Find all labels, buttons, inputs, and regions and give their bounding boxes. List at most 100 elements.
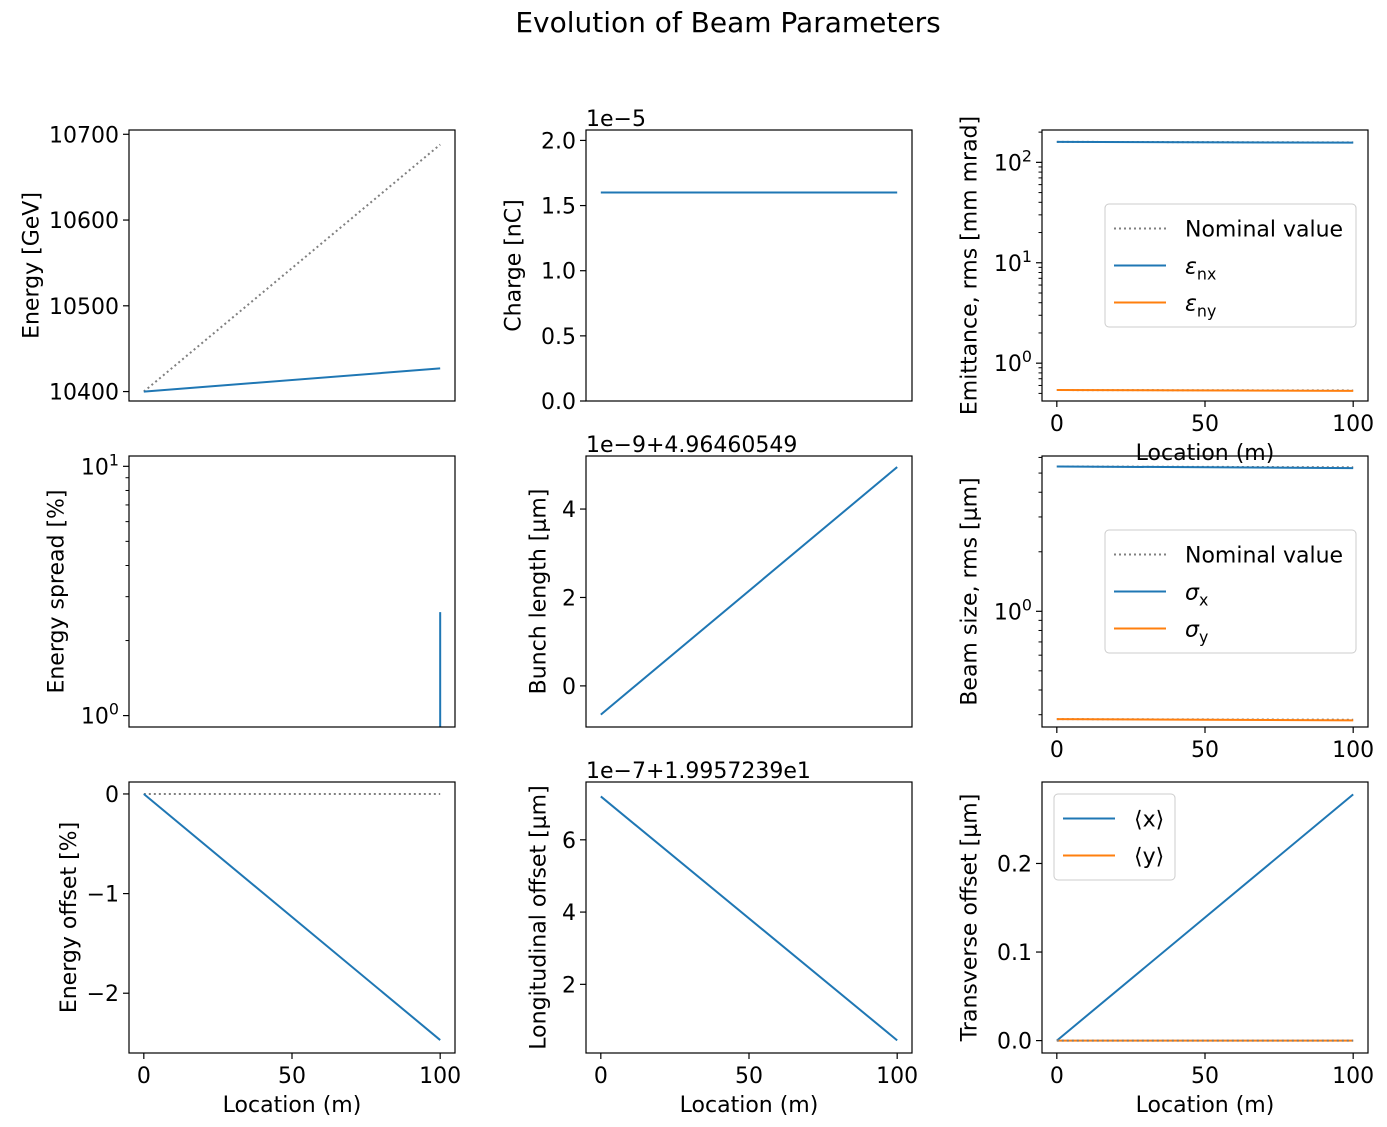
x-tick-label: 100 bbox=[1332, 738, 1374, 763]
legend-label: εny bbox=[1185, 292, 1216, 321]
x-tick-label: 0 bbox=[137, 1064, 151, 1089]
y-tick-label: 1.0 bbox=[541, 260, 576, 285]
axes-frame bbox=[585, 129, 913, 402]
x-tick-label: 100 bbox=[419, 1064, 461, 1089]
series-group bbox=[143, 792, 441, 1041]
y-tick-label: −1 bbox=[87, 883, 119, 908]
y-tick-label: 10600 bbox=[49, 209, 119, 234]
axis-offset-text: 1e−7+1.9957239e1 bbox=[586, 759, 811, 784]
legend-box bbox=[1104, 203, 1357, 328]
y-tick-label: 100 bbox=[994, 595, 1032, 625]
series-line-blue-1 bbox=[1056, 465, 1354, 470]
legend-label: Nominal value bbox=[1185, 218, 1343, 243]
legend-label: σx bbox=[1185, 581, 1208, 610]
chart-transverse_offset: 0.0 0.1 0.2 0 50 100 Location (m) Transverse of… bbox=[958, 781, 1374, 1118]
y-tick-label: 0 bbox=[105, 783, 119, 808]
y-axis-label: Energy [GeV] bbox=[20, 192, 45, 339]
chart-panels: 10400 10500 10600 10700 Energy [GeV] 0.0 0.5 1.… bbox=[20, 107, 1375, 1118]
x-tick-label: 0 bbox=[594, 1064, 608, 1089]
axes-frame bbox=[128, 129, 456, 402]
figure-title: Evolution of Beam Parameters bbox=[515, 6, 940, 39]
y-tick-label: 2.0 bbox=[541, 129, 576, 154]
series-line-blue-1 bbox=[143, 367, 441, 393]
legend: Nominal value εnx εny bbox=[1104, 203, 1357, 328]
y-tick-label: 4 bbox=[562, 901, 576, 926]
y-tick-label: 0 bbox=[562, 675, 576, 700]
series-group bbox=[1056, 465, 1354, 722]
series-group bbox=[1056, 793, 1354, 1042]
chart-emittance: 100 101 102 0 50 100 Location (m) Emittance, rm… bbox=[958, 116, 1375, 466]
y-tick-label: 10500 bbox=[49, 295, 119, 320]
series-group bbox=[1056, 140, 1354, 392]
series-line-blue-0 bbox=[1056, 793, 1354, 1042]
y-tick-label: 101 bbox=[994, 247, 1032, 277]
y-tick-label: 100 bbox=[81, 700, 119, 730]
legend-label: εnx bbox=[1185, 255, 1216, 284]
legend-label: ⟨x⟩ bbox=[1134, 808, 1164, 833]
chart-bunch_length: 0 2 4 Bunch length [μm] 1e−9+4.96460549 bbox=[527, 433, 913, 728]
x-tick-label: 0 bbox=[1050, 1064, 1064, 1089]
series-group bbox=[600, 466, 898, 716]
chart-longitudinal_offset: 2 4 6 0 50 100 Location (m) Longitudinal offset… bbox=[527, 759, 919, 1118]
y-tick-label: 0.1 bbox=[997, 941, 1032, 966]
y-tick-label: 10700 bbox=[49, 123, 119, 148]
y-axis-label: Longitudinal offset [μm] bbox=[527, 785, 552, 1049]
axis-offset-text: 1e−5 bbox=[586, 107, 646, 132]
legend-label: σy bbox=[1185, 618, 1208, 647]
y-tick-label: 4 bbox=[562, 498, 576, 523]
y-tick-label: 1.5 bbox=[541, 195, 576, 220]
x-tick-label: 0 bbox=[1050, 412, 1064, 437]
y-tick-label: 6 bbox=[562, 829, 576, 854]
y-axis-label: Charge [nC] bbox=[502, 199, 527, 331]
y-axis-label: Energy spread [%] bbox=[45, 489, 70, 693]
series-line-blue-1 bbox=[143, 793, 441, 1041]
x-tick-label: 0 bbox=[1050, 738, 1064, 763]
y-axis-label: Emittance, rms [mm mrad] bbox=[958, 116, 983, 415]
x-tick-label: 50 bbox=[1191, 412, 1219, 437]
x-axis-label: Location (m) bbox=[1136, 441, 1275, 466]
axes-frame bbox=[585, 455, 913, 728]
x-tick-label: 50 bbox=[735, 1064, 763, 1089]
x-axis-label: Location (m) bbox=[1136, 1093, 1275, 1118]
y-tick-label: 100 bbox=[994, 347, 1032, 377]
series-group bbox=[143, 143, 441, 393]
y-tick-label: 102 bbox=[994, 146, 1032, 176]
series-line-blue-0 bbox=[600, 466, 898, 716]
x-tick-label: 50 bbox=[1191, 1064, 1219, 1089]
y-axis-label: Beam size, rms [μm] bbox=[958, 477, 983, 705]
series-line-blue-1 bbox=[1056, 140, 1354, 144]
x-axis-label: Location (m) bbox=[680, 1093, 819, 1118]
legend: Nominal value σx σy bbox=[1104, 529, 1357, 654]
y-tick-label: 0.5 bbox=[541, 325, 576, 350]
legend-box bbox=[1053, 793, 1176, 881]
y-axis-label: Transverse offset [μm] bbox=[958, 794, 983, 1043]
y-tick-label: 0.0 bbox=[997, 1030, 1032, 1055]
series-line-blue-0 bbox=[600, 795, 898, 1042]
series-line-orange-3 bbox=[1056, 718, 1354, 722]
x-axis-label: Location (m) bbox=[223, 1093, 362, 1118]
chart-beam_size: 100 0 50 100 Beam size, rms [μm] Nominal valu… bbox=[958, 455, 1374, 763]
x-tick-label: 50 bbox=[278, 1064, 306, 1089]
x-tick-label: 100 bbox=[1332, 412, 1374, 437]
y-tick-label: 10400 bbox=[49, 381, 119, 406]
chart-energy_offset: 0 −1 −2 0 50 100 Location (m) Energy offset [%] bbox=[57, 781, 461, 1118]
y-axis-label: Bunch length [μm] bbox=[527, 489, 552, 695]
series-group bbox=[600, 795, 898, 1042]
y-tick-label: −2 bbox=[87, 982, 119, 1007]
x-tick-label: 100 bbox=[1332, 1064, 1374, 1089]
x-tick-label: 100 bbox=[876, 1064, 918, 1089]
series-line-orange-3 bbox=[1056, 389, 1354, 392]
legend-box bbox=[1104, 529, 1357, 654]
y-axis-label: Energy offset [%] bbox=[57, 822, 82, 1013]
y-tick-label: 0.0 bbox=[541, 390, 576, 415]
chart-energy: 10400 10500 10600 10700 Energy [GeV] bbox=[20, 123, 456, 406]
series-line-nominal-0 bbox=[143, 143, 441, 393]
y-tick-label: 2 bbox=[562, 586, 576, 611]
chart-energy_spread: 100 101 Energy spread [%] bbox=[45, 450, 456, 730]
y-tick-label: 0.2 bbox=[997, 852, 1032, 877]
x-tick-label: 50 bbox=[1191, 738, 1219, 763]
y-tick-label: 2 bbox=[562, 973, 576, 998]
legend-label: Nominal value bbox=[1185, 544, 1343, 569]
legend-label: ⟨y⟩ bbox=[1134, 845, 1164, 870]
